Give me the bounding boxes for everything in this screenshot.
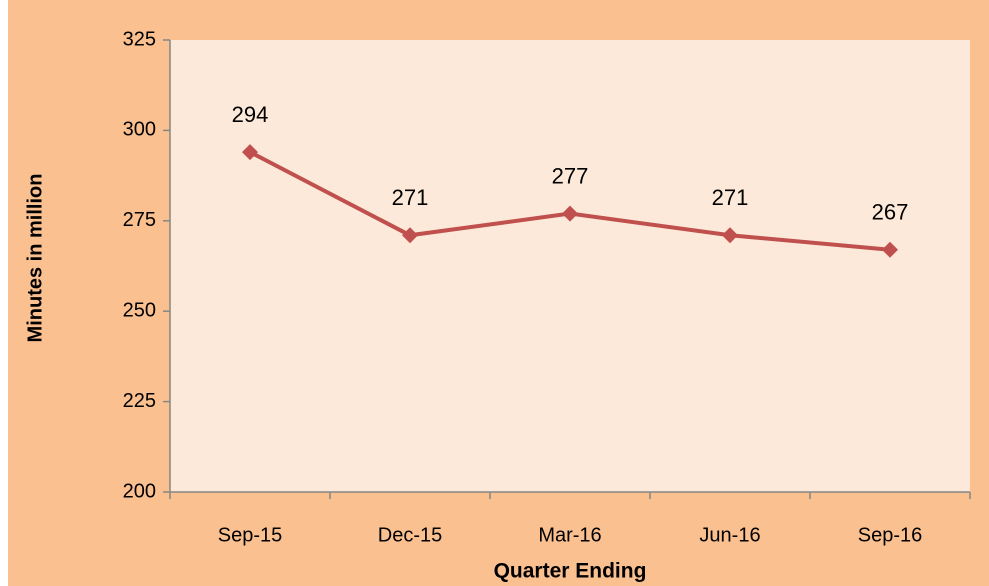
x-tick-label: Jun-16 <box>699 524 760 546</box>
marker <box>402 227 418 244</box>
y-tick-label: 300 <box>123 119 156 141</box>
marker <box>882 241 898 258</box>
x-tick-label: Dec-15 <box>378 524 442 546</box>
x-axis-title: Quarter Ending <box>494 560 647 583</box>
x-tick-label: Sep-16 <box>858 524 923 546</box>
y-axis-title: Minutes in million <box>24 174 46 343</box>
y-tick-label: 200 <box>123 480 156 502</box>
data-label: 267 <box>872 200 909 225</box>
marker <box>722 227 738 244</box>
marker <box>562 205 578 222</box>
data-label: 271 <box>712 185 749 210</box>
y-tick-label: 325 <box>123 28 156 50</box>
data-label: 271 <box>392 185 429 210</box>
marker <box>242 144 258 161</box>
data-label: 277 <box>552 163 589 188</box>
x-tick-label: Sep-15 <box>218 524 283 546</box>
plot-area <box>170 40 970 492</box>
y-tick-label: 275 <box>123 209 156 231</box>
y-tick-label: 225 <box>123 390 156 412</box>
x-tick-label: Mar-16 <box>538 524 601 546</box>
y-tick-label: 250 <box>123 299 156 321</box>
data-label: 294 <box>232 102 269 127</box>
